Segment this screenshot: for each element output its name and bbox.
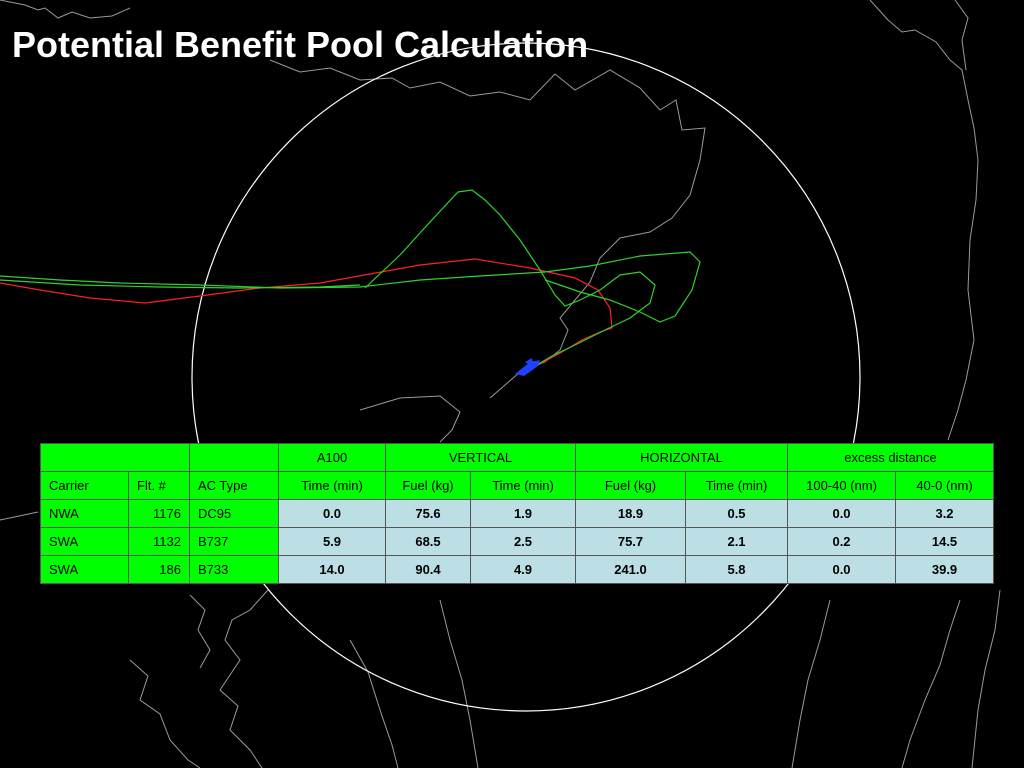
excess-40-0-cell: 39.9 [895, 555, 995, 584]
horizontal-time-header: Time (min) [684, 471, 789, 500]
a100-time-cell: 5.9 [278, 527, 386, 556]
excess-100-40-cell: 0.2 [787, 527, 897, 556]
horizontal-fuel-cell: 241.0 [575, 555, 686, 584]
aircraft-icon [515, 358, 540, 376]
inlet-lower-left [129, 659, 201, 768]
coastline-lower-center-2 [349, 639, 399, 768]
ac-type-cell: B733 [189, 555, 279, 584]
benefit-pool-table: A100 VERTICAL HORIZONTAL excess distance… [40, 443, 995, 584]
table-row: SWA 186 B733 14.0 90.4 4.9 241.0 5.8 0.0… [40, 555, 995, 584]
horizontal-fuel-cell: 18.9 [575, 499, 686, 528]
vertical-time-cell: 4.9 [470, 555, 576, 584]
group-header-row: A100 VERTICAL HORIZONTAL excess distance [40, 443, 995, 472]
excess-100-40-cell: 0.0 [787, 499, 897, 528]
coastline-lower-right [791, 599, 831, 768]
blank-header-cell [40, 443, 190, 472]
flight-number-header: Flt. # [128, 471, 190, 500]
river-lower-left-2 [189, 594, 211, 669]
a100-time-cell: 14.0 [278, 555, 386, 584]
excess-distance-group-header: excess distance [787, 443, 995, 472]
excess-40-0-cell: 14.5 [895, 527, 995, 556]
page-title: Potential Benefit Pool Calculation [12, 24, 589, 65]
blank-header-cell [189, 443, 279, 472]
coastline-top [269, 59, 706, 399]
a100-time-cell: 0.0 [278, 499, 386, 528]
river-lower-left [219, 589, 269, 768]
table-row: SWA 1132 B737 5.9 68.5 2.5 75.7 2.1 0.2 … [40, 527, 995, 556]
ac-type-cell: DC95 [189, 499, 279, 528]
track-red [0, 258, 613, 365]
a100-time-header: Time (min) [278, 471, 386, 500]
flight-number-cell: 1132 [128, 527, 190, 556]
carrier-cell: NWA [40, 499, 129, 528]
horizontal-time-cell: 5.8 [684, 555, 789, 584]
ac-type-cell: B737 [189, 527, 279, 556]
range-ring [191, 42, 861, 712]
table-row: NWA 1176 DC95 0.0 75.6 1.9 18.9 0.5 0.0 … [40, 499, 995, 528]
excess-100-40-header: 100-40 (nm) [787, 471, 897, 500]
coastline-right-4 [971, 589, 1001, 768]
left-stub [0, 511, 39, 521]
flight-number-cell: 1176 [128, 499, 190, 528]
coastline-lower-center [439, 599, 479, 768]
vertical-fuel-cell: 68.5 [385, 527, 471, 556]
excess-100-40-cell: 0.0 [787, 555, 897, 584]
coastline-upper-left [0, 0, 131, 19]
vertical-group-header: VERTICAL [385, 443, 576, 472]
coastline-right-1 [869, 0, 979, 441]
carrier-cell: SWA [40, 527, 129, 556]
coastline-right-3 [901, 599, 961, 768]
vertical-time-cell: 2.5 [470, 527, 576, 556]
column-header-row: Carrier Flt. # AC Type Time (min) Fuel (… [40, 471, 995, 500]
coastline-center [359, 395, 461, 443]
ac-type-header: AC Type [189, 471, 279, 500]
flight-number-cell: 186 [128, 555, 190, 584]
carrier-header: Carrier [40, 471, 129, 500]
vertical-fuel-cell: 75.6 [385, 499, 471, 528]
horizontal-fuel-header: Fuel (kg) [575, 471, 686, 500]
horizontal-fuel-cell: 75.7 [575, 527, 686, 556]
vertical-fuel-header: Fuel (kg) [385, 471, 471, 500]
horizontal-group-header: HORIZONTAL [574, 443, 789, 472]
track-green-3 [0, 279, 361, 289]
excess-40-0-header: 40-0 (nm) [895, 471, 995, 500]
track-green-1 [0, 251, 701, 323]
vertical-time-cell: 1.9 [470, 499, 576, 528]
coastline-right-2 [954, 0, 969, 71]
excess-40-0-cell: 3.2 [895, 499, 995, 528]
vertical-time-header: Time (min) [470, 471, 576, 500]
a100-group-header: A100 [278, 443, 386, 472]
horizontal-time-cell: 0.5 [684, 499, 789, 528]
track-green-2 [364, 189, 656, 367]
carrier-cell: SWA [40, 555, 129, 584]
vertical-fuel-cell: 90.4 [385, 555, 471, 584]
horizontal-time-cell: 2.1 [684, 527, 789, 556]
